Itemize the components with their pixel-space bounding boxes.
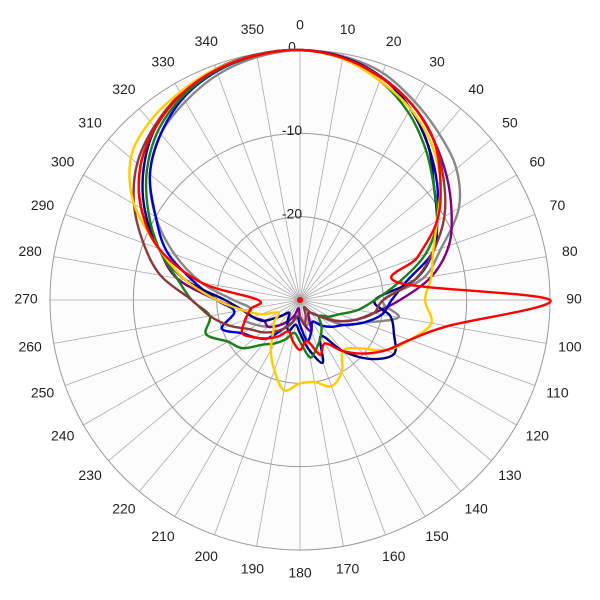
angle-label: 240 bbox=[51, 428, 75, 444]
radial-label: -10 bbox=[282, 122, 302, 138]
angle-label: 120 bbox=[526, 428, 550, 444]
angle-label: 20 bbox=[386, 33, 402, 49]
angle-label: 0 bbox=[296, 17, 304, 33]
spoke bbox=[299, 53, 344, 301]
spoke bbox=[214, 64, 301, 301]
angle-label: 250 bbox=[31, 384, 55, 400]
angle-label: 190 bbox=[241, 561, 265, 577]
center-dot bbox=[297, 297, 303, 303]
spoke bbox=[299, 83, 426, 301]
angle-label: 50 bbox=[502, 115, 518, 131]
angle-label: 130 bbox=[498, 467, 522, 483]
angle-label: 140 bbox=[464, 501, 488, 517]
angle-label: 170 bbox=[336, 561, 360, 577]
angle-label: 30 bbox=[429, 53, 445, 69]
angle-label: 340 bbox=[195, 33, 219, 49]
radial-label: -20 bbox=[282, 205, 302, 221]
angle-label: 200 bbox=[195, 548, 219, 564]
radial-label: 0 bbox=[288, 39, 296, 55]
angle-label: 230 bbox=[78, 467, 102, 483]
angle-label: 290 bbox=[31, 197, 55, 213]
angle-label: 40 bbox=[468, 81, 484, 97]
angle-label: 180 bbox=[288, 565, 312, 581]
spoke bbox=[299, 299, 547, 344]
angle-label: 150 bbox=[425, 528, 449, 544]
angle-label: 330 bbox=[151, 53, 175, 69]
spoke bbox=[174, 83, 301, 301]
spoke bbox=[53, 299, 301, 344]
angle-label: 10 bbox=[340, 21, 356, 37]
spoke bbox=[64, 214, 301, 301]
angle-label: 210 bbox=[151, 528, 175, 544]
pattern-curve bbox=[137, 48, 552, 357]
ring bbox=[132, 132, 468, 468]
angle-label: 350 bbox=[241, 21, 265, 37]
angle-label: 60 bbox=[530, 154, 546, 170]
angle-label: 300 bbox=[51, 154, 75, 170]
angle-label: 320 bbox=[112, 81, 136, 97]
spoke bbox=[299, 138, 492, 301]
angle-label: 90 bbox=[566, 291, 582, 307]
angle-label: 100 bbox=[558, 338, 582, 354]
spoke bbox=[256, 53, 301, 301]
spoke bbox=[83, 174, 301, 301]
angle-label: 270 bbox=[14, 291, 38, 307]
angle-label: 110 bbox=[546, 384, 569, 400]
angle-label: 220 bbox=[112, 501, 136, 517]
spoke bbox=[299, 299, 462, 492]
spoke bbox=[299, 64, 386, 301]
angle-label: 310 bbox=[78, 115, 102, 131]
angle-label: 70 bbox=[550, 197, 566, 213]
angle-label: 280 bbox=[18, 243, 42, 259]
angle-label: 260 bbox=[18, 338, 42, 354]
angle-label: 160 bbox=[382, 548, 406, 564]
angle-label: 80 bbox=[562, 243, 578, 259]
spoke bbox=[299, 174, 517, 301]
spoke bbox=[299, 299, 386, 536]
spoke bbox=[138, 108, 301, 301]
